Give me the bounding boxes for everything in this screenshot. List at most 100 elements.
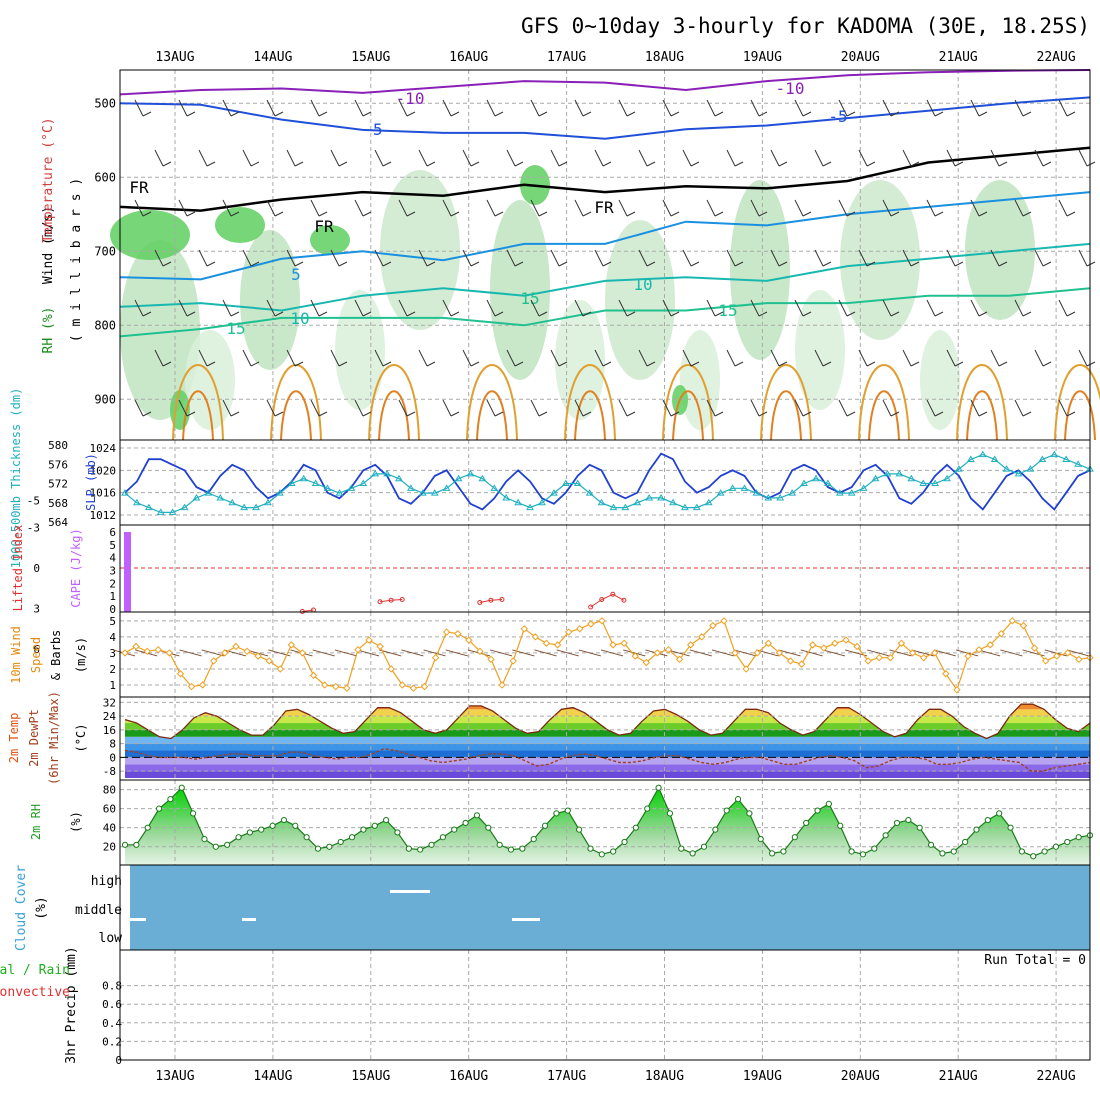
- wind-barb: [838, 99, 848, 117]
- wind-barb: [970, 399, 980, 417]
- wind-barb: [374, 149, 384, 167]
- wind-barb: [802, 411, 812, 417]
- precip-tick-label: 0: [115, 1054, 122, 1067]
- wind-barb-10m: [490, 649, 513, 657]
- wind-barb: [858, 249, 868, 267]
- cape-tick-label: 6: [109, 526, 116, 539]
- wind10m-marker: [808, 641, 817, 649]
- x-tick-label-bottom: 22AUG: [1037, 1069, 1076, 1084]
- wind-barb: [338, 261, 348, 267]
- y-tick-label: 800: [94, 318, 116, 332]
- wind-tick-label: 5: [109, 615, 116, 628]
- wind10m-marker: [320, 681, 329, 689]
- wind-barb: [142, 111, 152, 117]
- wind-barb: [354, 99, 364, 117]
- ylabel-rh: RH (%): [41, 307, 56, 354]
- rh-shade: [215, 207, 265, 243]
- temperature-contour: [119, 191, 1091, 281]
- wind10m-marker: [265, 657, 273, 665]
- wind10m-marker: [698, 633, 706, 641]
- wind-barb: [1022, 411, 1032, 417]
- wind-barb: [362, 211, 372, 217]
- li-tick-label: -3: [27, 522, 40, 535]
- thickness-marker: [252, 503, 260, 511]
- wind10m-marker: [454, 629, 462, 638]
- x-tick-label-bottom: 18AUG: [645, 1069, 684, 1084]
- wind-barb: [726, 149, 736, 167]
- wind-barb: [470, 261, 480, 267]
- wind10m-marker: [354, 645, 362, 654]
- warm-contour: [966, 390, 998, 441]
- wind-barb: [330, 149, 340, 167]
- wind-barb: [574, 99, 584, 117]
- slp-tick-label: 1024: [90, 442, 117, 455]
- thickness-marker: [287, 479, 296, 486]
- thickness-marker: [859, 484, 868, 491]
- wind-barb: [186, 111, 196, 117]
- wind-barb-10m: [334, 649, 357, 657]
- wind-barb: [706, 399, 716, 417]
- warm-contour: [858, 364, 910, 441]
- wind-barb: [374, 349, 384, 367]
- ylabel-rh2m: 2m RH: [29, 804, 43, 840]
- wind-barb: [406, 111, 416, 117]
- rh2m-marker: [893, 819, 901, 827]
- li-marker: [610, 591, 616, 597]
- wind-barb-10m: [778, 649, 801, 657]
- x-tick-label-top: 19AUG: [743, 50, 782, 65]
- wind-barb: [866, 161, 876, 167]
- wind-barb: [418, 149, 428, 167]
- wind-barb: [318, 111, 328, 117]
- rh2m-marker: [973, 826, 980, 833]
- wind-barb: [926, 299, 936, 317]
- rh2m-marker: [757, 836, 764, 843]
- temp-tick-label: 16: [103, 724, 116, 737]
- wind10m-marker: [476, 647, 484, 655]
- wind-barb: [462, 149, 472, 167]
- rh2m-marker: [1007, 824, 1014, 831]
- wind-barb: [946, 349, 956, 367]
- wind-barb: [530, 299, 540, 317]
- li-tick-label: 6: [33, 643, 40, 656]
- wind-barb: [890, 311, 900, 317]
- thickness-marker: [335, 489, 344, 496]
- wind-barb: [310, 299, 320, 317]
- thickness-marker: [180, 503, 189, 511]
- wind-barb: [822, 261, 832, 267]
- thickness-marker: [669, 498, 677, 506]
- rh2m-marker: [269, 822, 276, 829]
- wind-barb: [1066, 411, 1076, 417]
- wind10m-marker: [908, 649, 917, 657]
- cape-tick-label: 2: [109, 577, 116, 590]
- thickness-marker: [538, 498, 546, 506]
- thickness-marker: [359, 479, 368, 486]
- slp-tick-label: 1012: [90, 509, 117, 522]
- wind-barb: [750, 299, 760, 317]
- thickness-marker: [407, 484, 415, 491]
- rh2m-marker: [576, 826, 583, 833]
- rh2m-marker: [190, 810, 197, 817]
- warm-contour: [466, 364, 518, 441]
- wind-barb: [582, 111, 592, 117]
- wind-barb: [206, 161, 216, 167]
- wind-barb: [838, 299, 848, 317]
- contour-label: FR: [314, 217, 334, 236]
- rh2m-marker: [451, 826, 458, 833]
- contour-label: 5: [291, 265, 301, 284]
- wind-barb: [1086, 361, 1096, 367]
- wind-barb: [934, 411, 944, 417]
- thickness-marker: [323, 484, 332, 491]
- wind-barb: [602, 361, 612, 367]
- wind10m-marker: [853, 642, 861, 651]
- wind-barb: [594, 149, 604, 167]
- warm-contour: [574, 390, 606, 441]
- wind-barb-10m: [1044, 649, 1067, 657]
- wind-barb: [978, 311, 988, 317]
- wind-barb: [426, 361, 436, 367]
- wind-barb: [662, 299, 672, 317]
- wind10m-marker: [897, 639, 906, 647]
- rh-shade: [490, 200, 550, 380]
- wind10m-marker: [210, 657, 218, 665]
- thickness-marker: [824, 479, 832, 486]
